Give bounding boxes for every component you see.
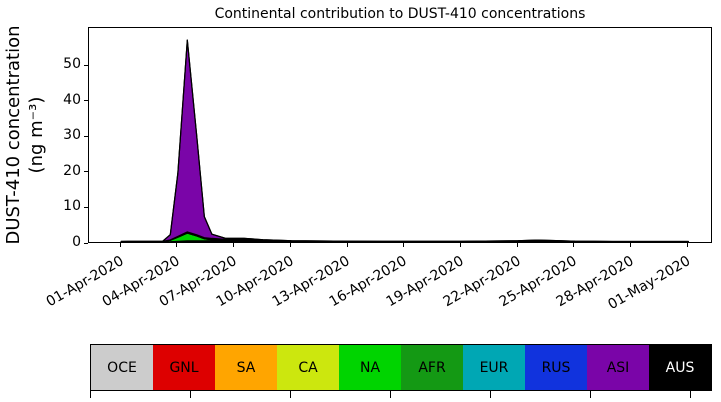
legend-item-OCE: OCE — [91, 345, 153, 390]
y-axis-label-line1: DUST-410 concentration — [3, 25, 24, 245]
legend-item-AUS: AUS — [649, 345, 711, 390]
x-tick — [119, 243, 121, 247]
legend-axis-tick — [390, 391, 391, 398]
y-tick — [84, 100, 88, 102]
y-axis-label: DUST-410 concentration (ng m⁻³) — [2, 0, 50, 285]
plot-area — [88, 27, 712, 243]
x-tick — [686, 243, 688, 247]
legend-item-RUS: RUS — [525, 345, 587, 390]
legend-axis-tick — [590, 391, 591, 398]
x-tick — [346, 243, 348, 247]
x-tick — [233, 243, 235, 247]
stacked-area-chart — [120, 39, 689, 242]
legend-item-CA: CA — [277, 345, 339, 390]
area-ASI — [120, 39, 689, 242]
legend-axis-tick — [490, 391, 491, 398]
legend-item-ASI: ASI — [587, 345, 649, 390]
x-tick — [289, 243, 291, 247]
legend-axis-tick — [190, 391, 191, 398]
legend-item-GNL: GNL — [153, 345, 215, 390]
x-tick — [403, 243, 405, 247]
area-AUS — [120, 39, 689, 242]
y-tick-label: 30 — [63, 127, 81, 144]
legend: OCE GNL SA CA NA AFR EUR RUS ASI AUS — [90, 344, 712, 391]
y-tick-label: 40 — [63, 91, 81, 108]
legend-item-AFR: AFR — [401, 345, 463, 390]
legend-item-SA: SA — [215, 345, 277, 390]
x-tick — [459, 243, 461, 247]
legend-item-NA: NA — [339, 345, 401, 390]
chart-title: Continental contribution to DUST-410 con… — [214, 6, 586, 22]
x-tick — [516, 243, 518, 247]
y-tick — [84, 135, 88, 137]
legend-axis-tick — [690, 391, 691, 398]
y-tick — [84, 206, 88, 208]
y-tick-label: 0 — [72, 234, 81, 250]
y-tick-label: 50 — [63, 56, 81, 73]
legend-axis-tick — [290, 391, 291, 398]
legend-item-EUR: EUR — [463, 345, 525, 390]
y-tick — [84, 171, 88, 173]
x-tick — [630, 243, 632, 247]
y-tick-label: 10 — [63, 198, 81, 215]
y-tick-label: 20 — [63, 162, 81, 179]
y-tick — [84, 242, 88, 244]
y-tick — [84, 64, 88, 66]
legend-axis-tick — [90, 391, 91, 398]
x-tick — [176, 243, 178, 247]
x-tick — [573, 243, 575, 247]
y-axis-label-line2: (ng m⁻³) — [26, 96, 48, 174]
